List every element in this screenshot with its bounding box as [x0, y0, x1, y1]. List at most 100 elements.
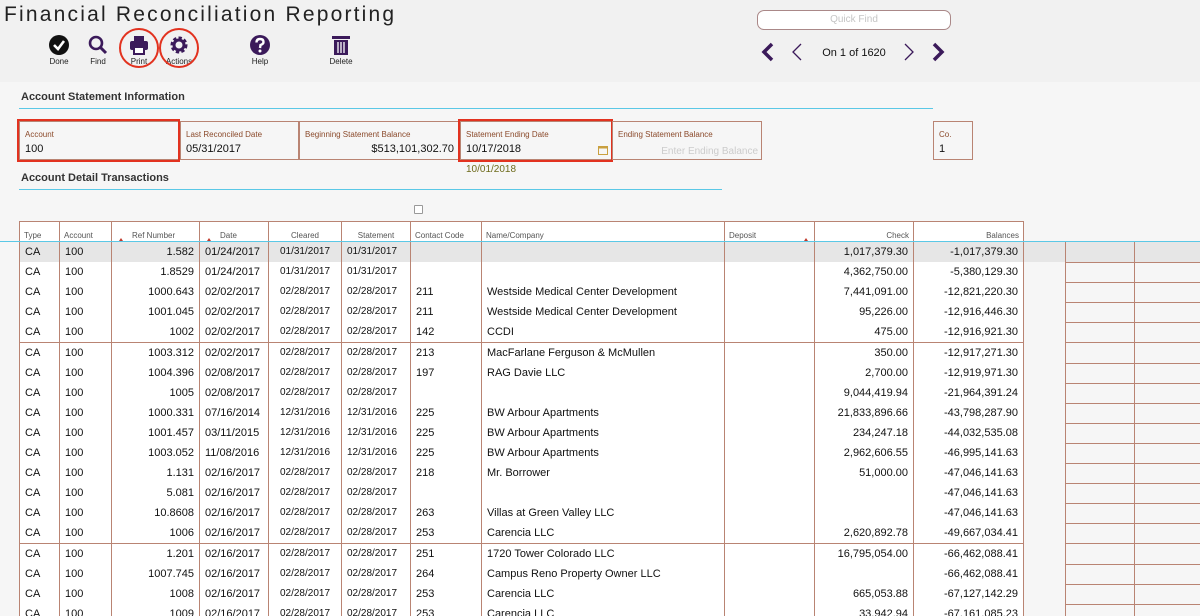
table-row[interactable]: CA 100 1008 02/16/2017 02/28/2017 02/28/2017 2…	[19, 583, 1200, 605]
column-header[interactable]: Ref Number	[111, 221, 200, 244]
column-header[interactable]: Deposit	[724, 221, 815, 244]
nav-arrow[interactable]	[902, 42, 916, 62]
table-cell: 2,620,892.78	[814, 523, 914, 545]
cell-text: 1.8529	[160, 266, 194, 279]
table-row[interactable]: CA 100 1.201 02/16/2017 02/28/2017 02/28/2017…	[19, 543, 1200, 565]
extra-cell	[1134, 342, 1200, 364]
table-cell: 02/28/2017	[341, 563, 411, 585]
table-cell: 225	[410, 443, 482, 465]
table-row[interactable]: CA 100 10.8608 02/16/2017 02/28/2017 02/28/20…	[19, 503, 1200, 525]
table-cell	[724, 443, 815, 465]
cell-text: Campus Reno Property Owner LLC	[487, 567, 661, 580]
table-row[interactable]: CA 100 1000.643 02/02/2017 02/28/2017 02/28/2…	[19, 282, 1200, 304]
field[interactable]: Beginning Statement Balance $513,101,302.…	[299, 121, 460, 160]
table-row[interactable]: CA 100 1.131 02/16/2017 02/28/2017 02/28/2017…	[19, 463, 1200, 485]
table-row[interactable]: CA 100 1.582 01/24/2017 01/31/2017 01/31/2017…	[19, 242, 1200, 264]
cell-text: 100	[65, 306, 84, 319]
cell-text: 33,942.94	[859, 607, 908, 616]
table-cell: 1.201	[111, 543, 200, 565]
nav-arrow[interactable]	[761, 42, 775, 62]
table-row[interactable]: CA 100 1007.745 02/16/2017 02/28/2017 02/28/2…	[19, 563, 1200, 585]
nav-arrow[interactable]	[931, 42, 945, 62]
column-header[interactable]: Check	[814, 221, 914, 243]
column-header[interactable]: Statement	[341, 221, 411, 243]
table-row[interactable]: CA 100 1003.312 02/02/2017 02/28/2017 02/28/2…	[19, 342, 1200, 364]
field[interactable]: Statement Ending Date 10/17/2018	[460, 121, 612, 160]
extra-cell	[1065, 463, 1135, 485]
cell-text: -67,161,085.23	[943, 607, 1018, 616]
field[interactable]: Account 100	[19, 121, 179, 160]
table-cell: 100	[59, 422, 112, 444]
toolbar-button[interactable]: Find	[73, 33, 123, 69]
table-cell: -67,161,085.23	[913, 603, 1024, 616]
table-cell: 253	[410, 523, 482, 545]
table-row[interactable]: CA 100 1002 02/02/2017 02/28/2017 02/28/2017 1…	[19, 322, 1200, 344]
field[interactable]: Co. 1	[933, 121, 973, 160]
table-cell: 02/28/2017	[341, 322, 411, 344]
table-cell: 95,226.00	[814, 302, 914, 324]
table-cell: 1007.745	[111, 563, 200, 585]
table-cell: 213	[410, 342, 482, 364]
table-cell: 225	[410, 422, 482, 444]
table-row[interactable]: CA 100 1006 02/16/2017 02/28/2017 02/28/2017 2…	[19, 523, 1200, 545]
cell-text: 9,044,419.94	[843, 386, 908, 399]
table-cell: 1006	[111, 523, 200, 545]
table-cell: CA	[19, 262, 60, 284]
table-cell: 02/16/2017	[199, 543, 269, 565]
column-header[interactable]: Type	[19, 221, 60, 243]
field[interactable]: Ending Statement Balance Enter Ending Bal…	[612, 121, 762, 160]
table-cell: 100	[59, 262, 112, 284]
table-cell: 02/28/2017	[268, 563, 342, 585]
cell-text: 02/28/2017	[347, 467, 398, 479]
cell-text: 02/28/2017	[279, 326, 331, 338]
column-header[interactable]: Cleared	[268, 221, 342, 243]
table-cell: 350.00	[814, 342, 914, 364]
table-row[interactable]: CA 100 1005 02/08/2017 02/28/2017 02/28/2017 9…	[19, 382, 1200, 404]
table-row[interactable]: CA 100 5.081 02/16/2017 02/28/2017 02/28/2017…	[19, 483, 1200, 505]
cell-text: 211	[416, 306, 434, 319]
cell-text: 12/31/2016	[347, 447, 398, 458]
table-row[interactable]: CA 100 1000.331 07/16/2014 12/31/2016 12/31/2…	[19, 402, 1200, 424]
table-cell: 100	[59, 503, 112, 525]
sort-icon	[117, 231, 125, 244]
table-row[interactable]: CA 100 1001.045 02/02/2017 02/28/2017 02/28/2…	[19, 302, 1200, 324]
toolbar-button[interactable]: Help	[235, 33, 285, 69]
table-cell: 1.582	[111, 242, 200, 264]
cell-text: 350.00	[874, 346, 908, 359]
field[interactable]: Last Reconciled Date 05/31/2017	[180, 121, 299, 160]
column-header-label: Contact Code	[415, 231, 464, 240]
table-row[interactable]: CA 100 1004.396 02/08/2017 02/28/2017 02/28/2…	[19, 362, 1200, 384]
cell-text: 1000.643	[148, 286, 194, 299]
table-cell: -66,462,088.41	[913, 543, 1024, 565]
toolbar-button[interactable]: Done	[34, 33, 84, 69]
extra-cell	[1065, 262, 1135, 284]
sort-icon	[802, 231, 810, 244]
column-header[interactable]: Contact Code	[410, 221, 482, 243]
cell-text: -12,916,921.30	[943, 326, 1018, 339]
nav-arrow[interactable]	[790, 42, 804, 62]
cell-text: CA	[25, 246, 41, 258]
column-header-label: Account	[64, 231, 93, 240]
table-row[interactable]: CA 100 1001.457 03/11/2015 12/31/2016 12/31/2…	[19, 422, 1200, 444]
column-header[interactable]: Date	[199, 221, 269, 244]
cell-text: 02/16/2017	[205, 467, 261, 480]
cell-text: BW Arbour Apartments	[487, 406, 599, 419]
table-cell: BW Arbour Apartments	[481, 402, 725, 424]
toolbar-button[interactable]: Delete	[316, 33, 366, 69]
cell-text: 16,795,054.00	[837, 547, 908, 560]
cell-text: 665,053.88	[852, 587, 908, 600]
table-cell: 03/11/2015	[199, 422, 269, 444]
table-row[interactable]: CA 100 1.8529 01/24/2017 01/31/2017 01/31/201…	[19, 262, 1200, 284]
table-row[interactable]: CA 100 1003.052 11/08/2016 12/31/2016 12/31/2…	[19, 443, 1200, 465]
table-cell: 02/28/2017	[268, 543, 342, 565]
column-header[interactable]: Balances	[913, 221, 1024, 243]
column-header[interactable]: Name/Company	[481, 221, 725, 243]
column-header[interactable]: Account	[59, 221, 112, 243]
select-all-checkbox[interactable]	[414, 205, 423, 214]
cell-text: 1.582	[166, 246, 194, 258]
quick-find[interactable]: Quick Find	[757, 10, 951, 30]
cell-text: CA	[25, 487, 41, 500]
table-row[interactable]: CA 100 1009 02/16/2017 02/28/2017 02/28/2017 2…	[19, 603, 1200, 616]
toolbar-icon-part	[250, 35, 270, 55]
cell-text: 225	[416, 426, 435, 439]
